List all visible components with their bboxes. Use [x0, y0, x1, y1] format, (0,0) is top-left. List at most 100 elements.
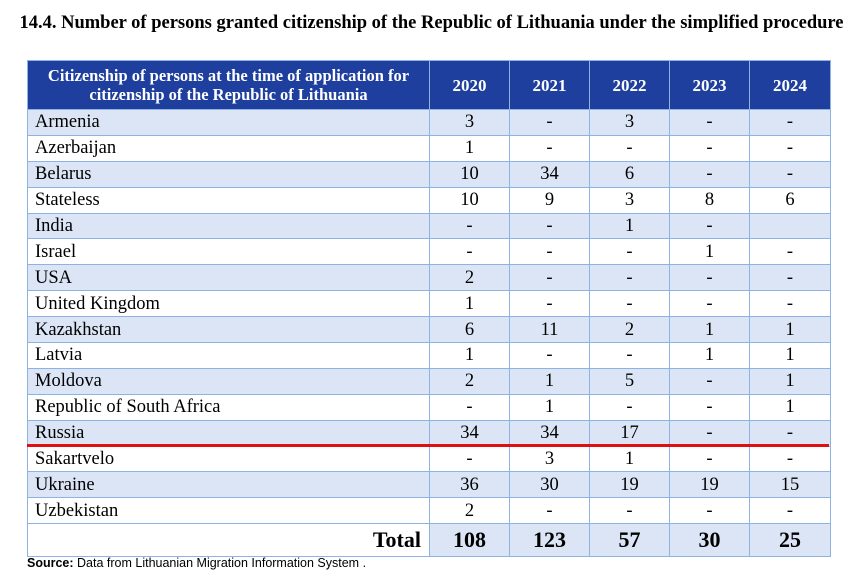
value-cell — [749, 212, 831, 240]
country-cell: Belarus — [27, 160, 430, 188]
value-cell: - — [749, 109, 831, 136]
value-cell: 2 — [589, 316, 670, 344]
value-cell: - — [749, 134, 831, 162]
value-cell: 1 — [429, 342, 510, 369]
total-value: 123 — [509, 523, 590, 558]
value-cell: 1 — [429, 290, 510, 318]
table-row: Azerbaijan 1- - - - — [27, 134, 831, 162]
value-cell: 1 — [669, 238, 750, 266]
value-cell: 1 — [669, 342, 750, 369]
table-row: Republic of South Africa -1- -1 — [27, 393, 831, 421]
source-label: Source: — [27, 556, 74, 570]
value-cell: 1 — [509, 393, 590, 421]
value-cell: 2 — [429, 497, 510, 525]
value-cell: 1 — [509, 367, 590, 395]
value-cell: 1 — [749, 342, 831, 369]
value-cell: 11 — [509, 316, 590, 344]
country-cell: Armenia — [27, 109, 430, 136]
value-cell: - — [749, 445, 831, 473]
page-title: 14.4. Number of persons granted citizens… — [19, 13, 844, 33]
value-cell: - — [589, 342, 670, 369]
total-label: Total — [27, 523, 430, 558]
country-cell: Uzbekistan — [27, 497, 430, 525]
value-cell: 6 — [589, 160, 670, 188]
value-cell: 10 — [429, 186, 510, 214]
country-cell: United Kingdom — [27, 290, 430, 318]
country-cell: Moldova — [27, 367, 430, 395]
value-cell: - — [429, 393, 510, 421]
value-cell: - — [749, 419, 831, 447]
value-cell: 1 — [589, 445, 670, 473]
country-cell: Republic of South Africa — [27, 393, 430, 421]
table-row: Armenia 3-3- - — [27, 109, 831, 136]
value-cell: - — [509, 238, 590, 266]
header-year: 2021 — [509, 60, 590, 110]
value-cell: - — [669, 419, 750, 447]
value-cell: 19 — [669, 471, 750, 499]
value-cell: - — [589, 497, 670, 525]
total-value: 57 — [589, 523, 670, 558]
source-note: Source: Data from Lithuanian Migration I… — [27, 556, 366, 570]
value-cell: 1 — [749, 316, 831, 344]
value-cell: 36 — [429, 471, 510, 499]
value-cell: 1 — [749, 393, 831, 421]
header-year: 2024 — [749, 60, 831, 110]
value-cell: 34 — [509, 160, 590, 188]
value-cell: - — [669, 367, 750, 395]
value-cell: 30 — [509, 471, 590, 499]
value-cell: - — [669, 109, 750, 136]
value-cell: - — [669, 393, 750, 421]
value-cell: 17 — [589, 419, 670, 447]
table-row: Latvia 1- -1 1 — [27, 342, 831, 369]
value-cell: 3 — [429, 109, 510, 136]
country-cell: Azerbaijan — [27, 134, 430, 162]
header-country: Citizenship of persons at the time of ap… — [27, 60, 430, 110]
value-cell: 10 — [429, 160, 510, 188]
value-cell: - — [749, 238, 831, 266]
total-value: 108 — [429, 523, 510, 558]
header-year: 2020 — [429, 60, 510, 110]
country-cell: Stateless — [27, 186, 430, 214]
country-cell: India — [27, 212, 430, 240]
country-cell: Latvia — [27, 342, 430, 369]
country-cell: Kazakhstan — [27, 316, 430, 344]
header-year: 2023 — [669, 60, 750, 110]
table-row: Uzbekistan 2- - - - — [27, 497, 831, 525]
value-cell: - — [669, 497, 750, 525]
table-row: India - -1- — [27, 212, 831, 240]
value-cell: - — [589, 393, 670, 421]
value-cell: - — [429, 445, 510, 473]
highlight-line — [27, 444, 829, 447]
value-cell: - — [509, 134, 590, 162]
value-cell: 1 — [669, 316, 750, 344]
value-cell: 2 — [429, 367, 510, 395]
table-header-row: Citizenship of persons at the time of ap… — [27, 60, 831, 110]
value-cell: - — [509, 264, 590, 292]
source-text: Data from Lithuanian Migration Informati… — [73, 556, 367, 570]
country-cell: USA — [27, 264, 430, 292]
value-cell: - — [669, 134, 750, 162]
value-cell: 3 — [589, 186, 670, 214]
value-cell: - — [749, 290, 831, 318]
value-cell: - — [589, 290, 670, 318]
value-cell: 6 — [429, 316, 510, 344]
value-cell: - — [509, 109, 590, 136]
value-cell: 15 — [749, 471, 831, 499]
value-cell: - — [669, 212, 750, 240]
value-cell: 6 — [749, 186, 831, 214]
value-cell: - — [749, 160, 831, 188]
value-cell: - — [589, 134, 670, 162]
value-cell: - — [669, 445, 750, 473]
country-cell: Russia — [27, 419, 430, 447]
value-cell: - — [509, 212, 590, 240]
value-cell: 9 — [509, 186, 590, 214]
value-cell: 34 — [429, 419, 510, 447]
value-cell: 1 — [589, 212, 670, 240]
value-cell: 8 — [669, 186, 750, 214]
value-cell: 1 — [429, 134, 510, 162]
table-row: Israel - - -1- — [27, 238, 831, 266]
value-cell: - — [669, 290, 750, 318]
value-cell: - — [509, 342, 590, 369]
country-cell: Ukraine — [27, 471, 430, 499]
table-row: Russia 34 34 17- - — [27, 419, 831, 447]
